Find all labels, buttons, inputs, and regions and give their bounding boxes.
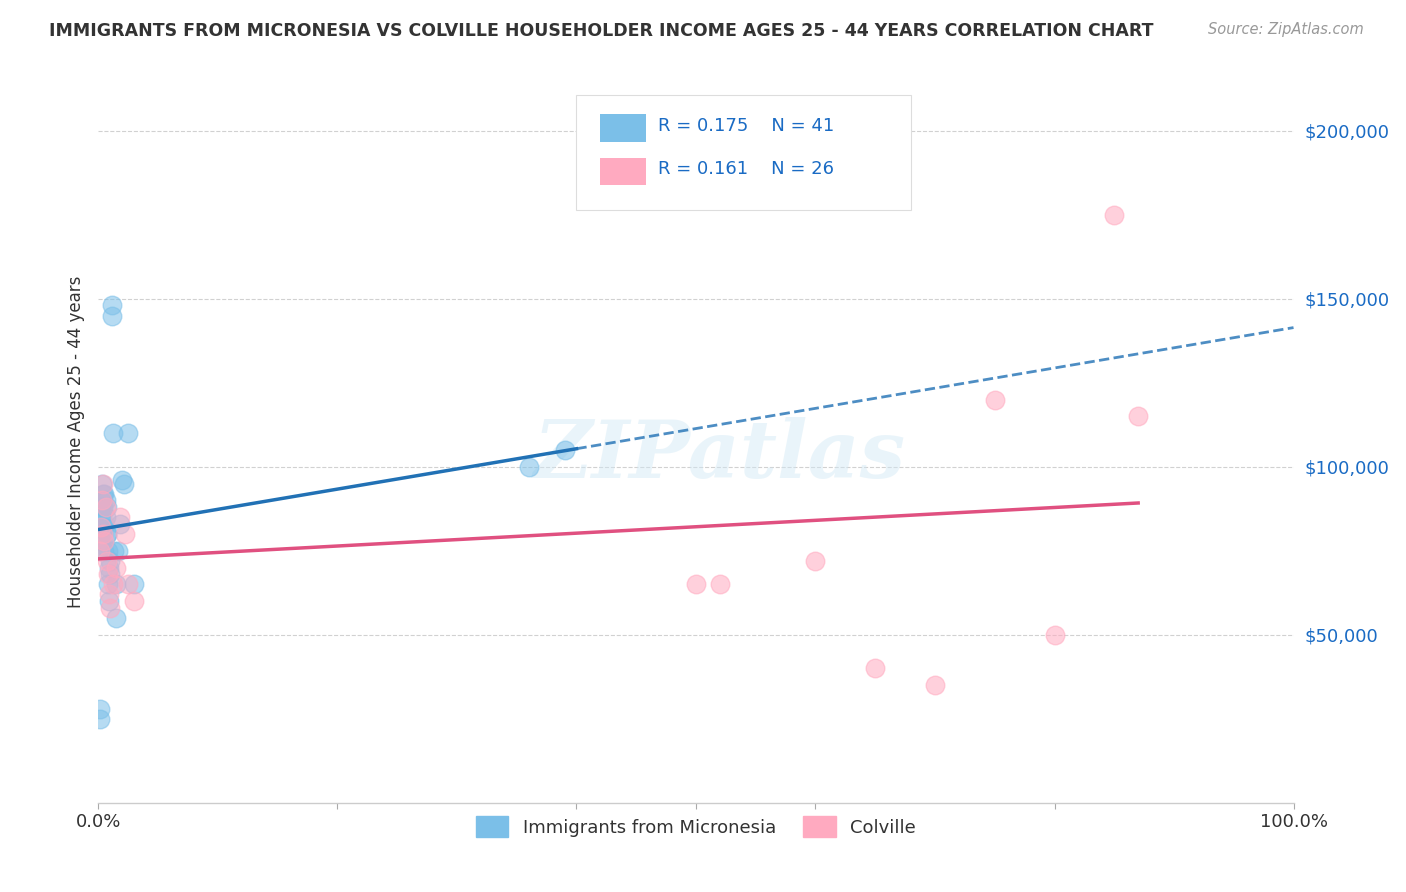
Point (124, 594, 146, 608)
FancyBboxPatch shape (600, 114, 645, 142)
Point (91, 476, 114, 491)
Text: ZIPatlas: ZIPatlas (534, 417, 905, 495)
Point (1128, 409, 1150, 424)
Point (98, 554, 122, 568)
Point (93, 543, 115, 558)
Point (108, 516, 131, 531)
Point (89, 702, 111, 716)
Point (94, 510, 117, 524)
Point (93, 533, 115, 548)
Point (89, 543, 111, 558)
Point (91, 486, 114, 500)
Point (94, 493, 117, 508)
FancyBboxPatch shape (576, 95, 911, 211)
Point (90, 533, 112, 548)
Point (96, 554, 118, 568)
Point (91, 520, 114, 534)
Point (90, 510, 112, 524)
Point (124, 577, 146, 591)
Point (114, 527, 136, 541)
Point (96, 527, 118, 541)
Point (90, 500, 112, 514)
Point (105, 611, 128, 625)
FancyBboxPatch shape (600, 158, 645, 185)
Point (98, 587, 121, 601)
Text: Source: ZipAtlas.com: Source: ZipAtlas.com (1208, 22, 1364, 37)
Point (98, 594, 121, 608)
Point (94, 500, 117, 514)
Point (105, 560, 128, 574)
Point (865, 661, 887, 675)
Point (91, 500, 114, 514)
Point (97, 543, 120, 558)
Point (709, 577, 731, 591)
Point (98, 567, 122, 582)
Point (97, 577, 120, 591)
Point (101, 426, 124, 441)
Point (1104, 208, 1126, 222)
Point (984, 392, 1007, 407)
Point (112, 476, 135, 491)
Point (100, 309, 122, 323)
Point (117, 426, 139, 441)
Point (107, 543, 129, 558)
Point (89, 543, 111, 558)
Point (91, 527, 114, 541)
Point (97, 567, 120, 582)
Point (804, 554, 827, 568)
Point (96, 527, 118, 541)
Point (101, 577, 124, 591)
Point (685, 577, 707, 591)
Y-axis label: Householder Income Ages 25 - 44 years: Householder Income Ages 25 - 44 years (66, 276, 84, 607)
Point (100, 298, 122, 312)
Point (90, 520, 112, 534)
Point (103, 543, 125, 558)
Point (108, 510, 131, 524)
Point (98, 560, 121, 574)
Point (105, 577, 128, 591)
Point (117, 577, 139, 591)
Text: IMMIGRANTS FROM MICRONESIA VS COLVILLE HOUSEHOLDER INCOME AGES 25 - 44 YEARS COR: IMMIGRANTS FROM MICRONESIA VS COLVILLE H… (49, 22, 1154, 40)
Point (924, 678, 946, 692)
Text: R = 0.161    N = 26: R = 0.161 N = 26 (658, 161, 834, 178)
Point (93, 486, 115, 500)
Point (98, 600, 122, 615)
Legend: Immigrants from Micronesia, Colville: Immigrants from Micronesia, Colville (468, 809, 924, 845)
Point (91, 493, 114, 508)
Point (91, 510, 114, 524)
Point (93, 520, 115, 534)
Point (517, 459, 540, 474)
Point (96, 500, 118, 514)
Point (89, 712, 111, 726)
Point (91, 493, 114, 508)
Point (1043, 628, 1066, 642)
Point (554, 442, 576, 457)
Text: R = 0.175    N = 41: R = 0.175 N = 41 (658, 117, 834, 135)
Point (91, 527, 114, 541)
Point (91, 476, 114, 491)
Point (111, 473, 134, 487)
